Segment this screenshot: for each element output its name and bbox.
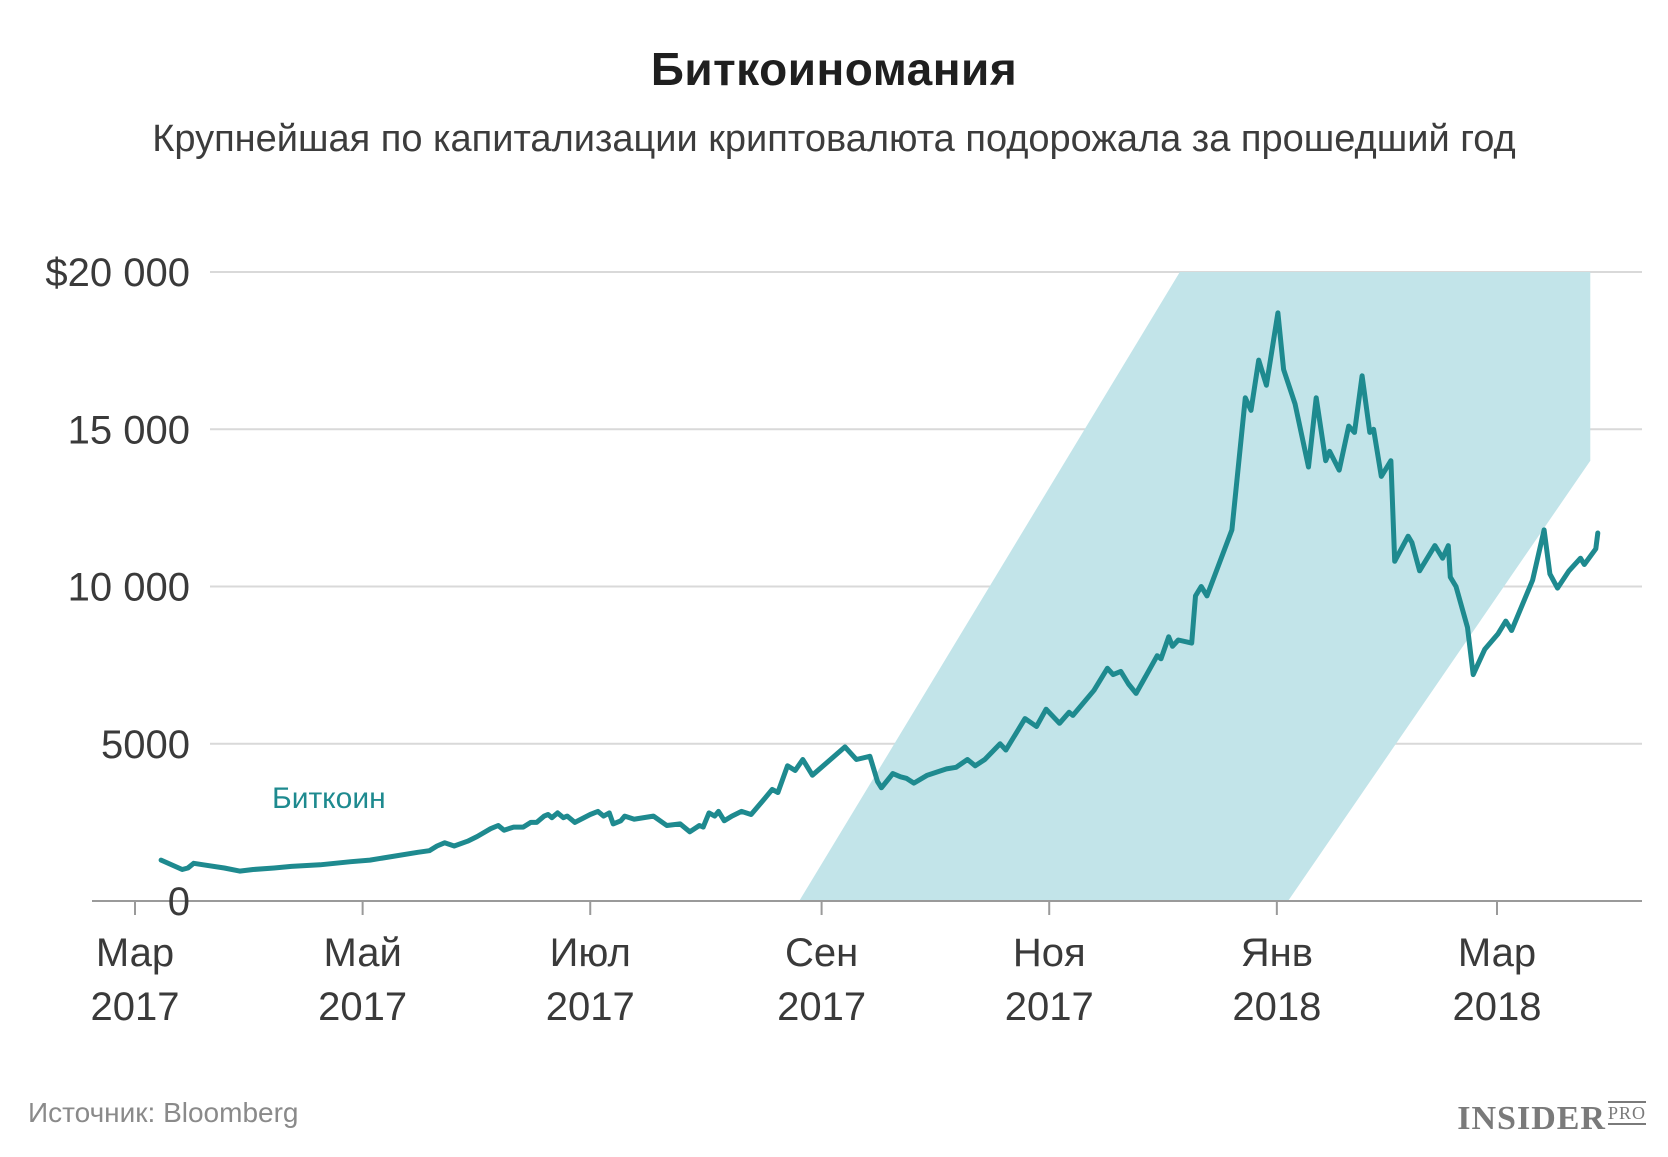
y-tick-label: 15 000: [68, 408, 190, 452]
x-axis-labels: Мар 2017 Май 2017 Июл 2017 Сен 2017 Ноя 2017 Янв 20…: [91, 931, 1542, 1029]
x-tick-label-month: Мар: [1458, 931, 1536, 975]
source-note: Источник: Bloomberg: [28, 1097, 299, 1128]
x-tick-label-month: Май: [323, 931, 401, 975]
y-axis-labels: 0 5000 10 000 15 000 $20 000: [45, 251, 190, 924]
x-tick-label-year: 2017: [546, 985, 635, 1029]
x-tick-label-year: 2017: [91, 985, 180, 1029]
y-tick-label: 10 000: [68, 566, 190, 610]
axes: [92, 900, 1642, 915]
x-tick-label-month: Июл: [550, 931, 631, 975]
x-tick-label-year: 2017: [777, 985, 866, 1029]
brand-suffix: PRO: [1607, 1101, 1646, 1125]
y-tick-label: 5000: [101, 723, 190, 767]
chart-title: Биткоиномания: [650, 43, 1018, 95]
series-label-bitcoin: Биткоин: [272, 782, 386, 815]
y-tick-label: $20 000: [45, 251, 190, 295]
x-tick-label-month: Мар: [96, 931, 174, 975]
brand-logo: INSIDER PRO: [1457, 1100, 1646, 1138]
y-tick-label: 0: [168, 880, 190, 924]
x-tick-label-month: Янв: [1241, 931, 1313, 975]
series-line-bitcoin: [158, 310, 1601, 874]
x-tick-label-month: Сен: [785, 931, 858, 975]
x-tick-label-year: 2017: [1005, 985, 1094, 1029]
x-tick-label-year: 2018: [1232, 985, 1321, 1029]
chart-subtitle: Крупнейшая по капитализации криптовалюта…: [152, 118, 1516, 160]
x-tick-label-year: 2018: [1453, 985, 1542, 1029]
series-lines: [158, 310, 1601, 874]
x-tick-label-month: Ноя: [1013, 931, 1086, 975]
x-tick-label-year: 2017: [318, 985, 407, 1029]
brand-name: INSIDER: [1457, 1100, 1606, 1137]
